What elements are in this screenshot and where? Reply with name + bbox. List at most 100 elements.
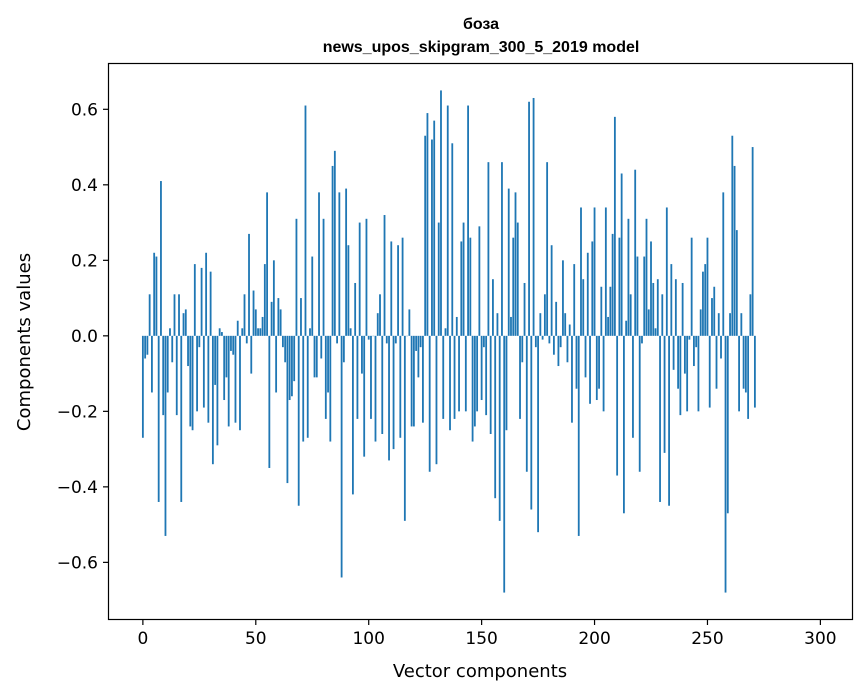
bar-258 [724, 335, 727, 593]
bar-34 [218, 328, 221, 336]
bar-113 [397, 245, 399, 336]
bar-105 [379, 294, 381, 336]
bar-213 [623, 335, 625, 514]
bar-61 [279, 309, 282, 336]
y-tick-label-5: 0.4 [71, 176, 98, 196]
bar-2 [146, 335, 149, 355]
bar-202 [598, 335, 600, 389]
bar-74 [309, 328, 311, 336]
bar-262 [733, 165, 736, 336]
bar-23 [193, 264, 196, 336]
bar-111 [392, 335, 395, 450]
bar-17 [180, 335, 183, 502]
bar-158 [498, 335, 501, 521]
bar-192 [575, 335, 578, 389]
bar-149 [478, 226, 481, 336]
y-tick-label-3: 0.0 [71, 327, 98, 347]
bar-248 [702, 271, 704, 336]
bar-76 [313, 335, 316, 378]
bars-group [141, 90, 756, 593]
bar-161 [505, 335, 508, 431]
bar-99 [365, 218, 368, 336]
bar-210 [616, 335, 619, 476]
bar-227 [654, 328, 657, 336]
bar-116 [403, 335, 406, 521]
bar-100 [367, 335, 370, 340]
bar-106 [381, 335, 384, 434]
bar-49 [252, 290, 255, 336]
bar-231 [663, 335, 666, 453]
bar-35 [221, 332, 223, 336]
bar-222 [643, 256, 646, 336]
bar-245 [695, 335, 698, 348]
bar-73 [306, 335, 309, 438]
bar-124 [422, 335, 424, 423]
y-tick-label-4: 0.2 [71, 251, 98, 271]
bar-32 [214, 335, 217, 385]
bar-201 [595, 335, 598, 401]
bar-162 [507, 188, 510, 336]
bar-209 [613, 116, 616, 336]
bar-121 [415, 335, 418, 351]
bar-145 [469, 237, 472, 336]
bar-172 [530, 335, 533, 510]
bar-36 [223, 335, 226, 401]
bar-101 [370, 335, 372, 419]
bar-133 [442, 335, 445, 419]
bar-41 [234, 335, 237, 423]
bar-82 [327, 335, 329, 393]
bar-269 [749, 294, 752, 336]
bar-30 [209, 271, 212, 336]
bar-31 [211, 335, 214, 465]
bar-204 [602, 335, 605, 412]
bar-92 [349, 328, 352, 336]
bar-128 [431, 139, 433, 336]
bar-19 [184, 309, 187, 336]
bar-170 [525, 335, 528, 472]
bar-266 [742, 335, 745, 389]
bar-48 [250, 335, 253, 374]
bar-206 [607, 316, 609, 336]
bar-115 [401, 237, 404, 336]
bar-9 [162, 335, 165, 416]
bar-160 [503, 335, 506, 593]
bar-251 [708, 335, 711, 408]
bar-127 [428, 335, 431, 472]
chart-title-line-2: news_upos_skipgram_300_5_2019 model [323, 39, 640, 56]
bar-80 [322, 218, 325, 336]
bar-182 [552, 335, 555, 355]
bar-78 [318, 192, 320, 336]
x-tick-label-250: 250 [691, 629, 723, 649]
bar-142 [462, 222, 465, 336]
bar-81 [324, 335, 327, 419]
bar-152 [485, 335, 488, 416]
bar-83 [329, 335, 332, 442]
bar-219 [636, 256, 639, 336]
bar-169 [523, 282, 526, 336]
bar-21 [189, 335, 192, 427]
bar-199 [591, 241, 594, 336]
bar-86 [336, 335, 338, 344]
bar-63 [284, 335, 287, 363]
bar-232 [665, 207, 668, 336]
bar-171 [528, 101, 530, 336]
bar-75 [311, 256, 314, 336]
bar-67 [293, 335, 296, 382]
bar-42 [236, 320, 239, 336]
x-tick-label-150: 150 [465, 629, 497, 649]
bar-68 [295, 218, 298, 336]
bar-167 [519, 335, 521, 419]
bar-265 [740, 313, 743, 336]
bar-45 [243, 294, 246, 336]
y-ticks-group: −0.6 −0.4 −0.2 0.0 0.2 0.4 0.6 [57, 100, 109, 573]
bar-237 [677, 335, 680, 389]
bar-148 [476, 335, 479, 412]
bar-174 [534, 335, 537, 348]
bar-139 [455, 316, 458, 336]
bar-110 [390, 241, 393, 336]
bar-103 [374, 335, 377, 442]
bar-60 [277, 298, 280, 336]
bar-129 [433, 120, 436, 336]
bar-229 [659, 335, 661, 502]
